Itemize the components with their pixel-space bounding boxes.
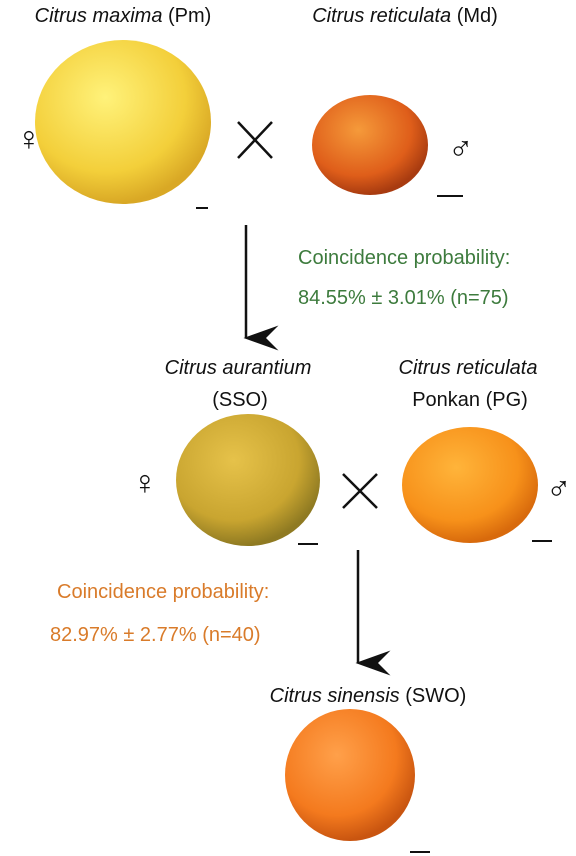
species: Citrus reticulata (399, 357, 538, 379)
probability-value: 84.55% ± 3.01% (n=75) (298, 287, 509, 309)
code: (Md) (457, 5, 498, 27)
code: (SSO) (212, 389, 268, 411)
fruit (402, 427, 538, 543)
node-label: Citrus maxima (Pm) (35, 5, 212, 27)
fruit (176, 414, 320, 546)
species: Citrus reticulata (312, 5, 451, 27)
probability-label: Coincidence probability: (57, 581, 269, 603)
sex-symbol: ♂ (448, 130, 474, 168)
species: Citrus maxima (35, 5, 163, 27)
fruit (35, 40, 211, 204)
fruit (312, 95, 428, 195)
code: (Pm) (168, 5, 211, 27)
probability-value: 82.97% ± 2.77% (n=40) (50, 624, 261, 646)
sex-symbol: ♂ (546, 470, 572, 508)
cross-symbol (237, 121, 273, 159)
probability-label: Coincidence probability: (298, 247, 510, 269)
species: Citrus sinensis (270, 685, 400, 707)
species: Citrus aurantium (165, 357, 312, 379)
cross-symbol (342, 473, 378, 509)
code: Ponkan (PG) (412, 389, 528, 411)
sex-symbol: ♀ (132, 464, 158, 502)
sex-symbol: ♀ (16, 120, 42, 158)
fruit (285, 709, 415, 841)
node-label: Citrus reticulata (Md) (312, 5, 498, 27)
node-label: Citrus sinensis (SWO) (270, 685, 467, 707)
code: (SWO) (405, 685, 466, 707)
